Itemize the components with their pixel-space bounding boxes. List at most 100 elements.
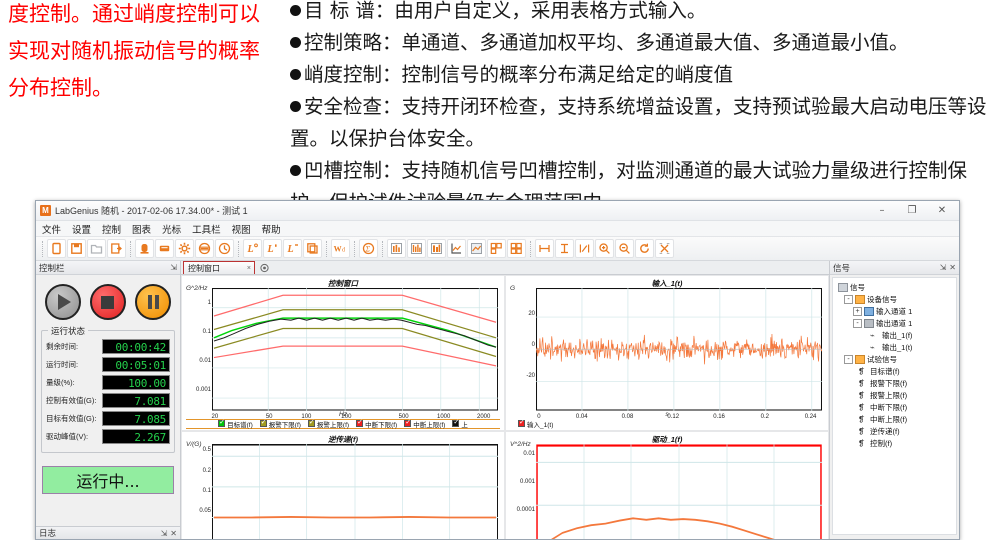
zoom-in-icon[interactable] bbox=[595, 239, 614, 258]
tree-node-output-1-f[interactable]: ⌁ 输出_1(f) bbox=[870, 330, 913, 340]
spectrum-icon[interactable] bbox=[195, 239, 214, 258]
legend-item-input1[interactable]: 输入_1(t) bbox=[518, 418, 553, 429]
cursor-h-icon[interactable] bbox=[535, 239, 554, 258]
expand-icon[interactable]: + bbox=[853, 306, 862, 316]
legend-checkbox[interactable] bbox=[259, 418, 267, 428]
layout-split-icon[interactable] bbox=[487, 239, 506, 258]
pause-button[interactable] bbox=[135, 284, 172, 320]
zoom-out-icon[interactable] bbox=[615, 239, 634, 258]
signal-panel-title: 信号 bbox=[833, 262, 851, 273]
toolbar-separator bbox=[238, 240, 239, 257]
stop-icon[interactable] bbox=[155, 239, 174, 258]
legend-item-abort-low[interactable]: 中断下限(f) bbox=[356, 418, 397, 429]
minimize-icon[interactable]: – bbox=[879, 205, 885, 216]
tree-node-inverse-transfer[interactable]: ❡ 逆传递(f) bbox=[858, 426, 900, 436]
toolbar-separator bbox=[326, 240, 327, 257]
input-time-chart[interactable]: G 输入_1(t) bbox=[505, 275, 829, 431]
chart-bars3-icon[interactable] bbox=[427, 239, 446, 258]
drive-peak-value: 2.267 bbox=[102, 429, 170, 444]
chart-axes-icon[interactable] bbox=[447, 239, 466, 258]
tree-node-alarm-low[interactable]: ❡ 报警下限(f) bbox=[858, 378, 908, 388]
tree-node-test-signals[interactable]: - 试验信号 bbox=[836, 353, 954, 365]
play-button[interactable] bbox=[44, 284, 81, 320]
legend-checkbox[interactable] bbox=[518, 418, 525, 428]
control-window-chart[interactable]: G^2/Hz 控制窗口 bbox=[181, 275, 505, 431]
stop-button[interactable] bbox=[89, 284, 126, 320]
tab-control-window[interactable]: 控制窗口 × bbox=[183, 261, 255, 274]
menu-control[interactable]: 控制 bbox=[102, 224, 122, 236]
chart1-title: 控制窗口 bbox=[328, 279, 358, 288]
transfer-function-chart[interactable]: V/(G) 逆传递(f) bbox=[181, 430, 505, 539]
level-down-icon[interactable]: L bbox=[283, 239, 302, 258]
tree-node-target-spectrum[interactable]: ❡ 目标谱(f) bbox=[858, 366, 900, 376]
menu-settings[interactable]: 设置 bbox=[72, 224, 92, 236]
legend-item-target[interactable]: 目标谱(f) bbox=[218, 418, 253, 429]
settings-gear-icon[interactable] bbox=[175, 239, 194, 258]
chart4-svg bbox=[536, 443, 822, 539]
legend-item-alarm-low[interactable]: 报警下限(f) bbox=[259, 418, 301, 429]
tab-overflow-icon[interactable] bbox=[257, 261, 271, 274]
legend-checkbox[interactable] bbox=[452, 418, 460, 428]
sigma-icon[interactable]: Σ bbox=[359, 239, 378, 258]
save-icon[interactable] bbox=[67, 239, 86, 258]
bullet-dot-icon bbox=[290, 69, 301, 80]
legend-item-alarm-high[interactable]: 报警上限(f) bbox=[307, 418, 349, 429]
tree-node-control[interactable]: ❡ 控制(f) bbox=[858, 438, 893, 448]
control-panel-pin-icon[interactable]: ⇲ bbox=[170, 263, 177, 272]
chart1-legend: 目标谱(f) 报警下限(f) 报警上限(f) 中断下限(f) 中断上限(f) 上 bbox=[186, 418, 500, 429]
new-icon[interactable] bbox=[47, 239, 66, 258]
menu-chart[interactable]: 图表 bbox=[132, 224, 152, 236]
clock-icon[interactable] bbox=[215, 239, 234, 258]
collapse-icon[interactable]: - bbox=[844, 294, 853, 304]
menu-toolbar[interactable]: 工具栏 bbox=[192, 224, 221, 236]
legend-item-abort-high[interactable]: 中断上限(f) bbox=[404, 418, 445, 429]
chart2-xtick: 0.04 bbox=[575, 413, 588, 420]
folder-icon bbox=[855, 294, 865, 304]
copy-icon[interactable] bbox=[303, 239, 322, 258]
log-pin-icon[interactable]: ⇲ bbox=[160, 528, 168, 538]
chart-bars2-icon[interactable] bbox=[407, 239, 426, 258]
legend-checkbox[interactable] bbox=[218, 418, 226, 428]
tree-node-alarm-high[interactable]: ❡ 报警上限(f) bbox=[858, 390, 908, 400]
tree-node-output-1-t[interactable]: ⌁ 输出_1(t) bbox=[870, 342, 913, 352]
legend-checkbox[interactable] bbox=[307, 418, 315, 428]
export-icon[interactable] bbox=[107, 239, 126, 258]
chart-bar-icon[interactable] bbox=[387, 239, 406, 258]
target-rms-value: 7.085 bbox=[102, 411, 170, 426]
level-hold-icon[interactable]: L bbox=[263, 239, 282, 258]
log-panel-header: 日志 ⇲ ✕ bbox=[36, 526, 180, 539]
cursor-i-icon[interactable] bbox=[555, 239, 574, 258]
refresh-icon[interactable] bbox=[635, 239, 654, 258]
maximize-icon[interactable]: ❐ bbox=[907, 205, 917, 216]
tree-node-abort-high[interactable]: ❡ 中断上限(f) bbox=[858, 414, 908, 424]
collapse-icon[interactable]: - bbox=[853, 318, 862, 328]
signal-close-icon[interactable]: ✕ bbox=[949, 263, 956, 272]
tree-node-output-channel-1[interactable]: - 输出通道 1 bbox=[836, 317, 954, 329]
drive-peak-label: 驱动峰值(V): bbox=[46, 432, 89, 441]
log-close-icon[interactable]: ✕ bbox=[170, 528, 177, 538]
open-icon[interactable] bbox=[87, 239, 106, 258]
close-icon[interactable]: ✕ bbox=[937, 205, 947, 216]
cursor-slope-icon[interactable] bbox=[575, 239, 594, 258]
menu-help[interactable]: 帮助 bbox=[261, 224, 281, 236]
menu-file[interactable]: 文件 bbox=[42, 224, 62, 236]
legend-checkbox[interactable] bbox=[404, 418, 412, 428]
signal-pin-icon[interactable]: ⇲ bbox=[939, 263, 947, 272]
tree-node-abort-low[interactable]: ❡ 中断下限(f) bbox=[858, 402, 908, 412]
legend-checkbox[interactable] bbox=[356, 418, 364, 428]
run-icon[interactable] bbox=[135, 239, 154, 258]
collapse-icon[interactable]: - bbox=[844, 354, 853, 364]
chart-area-icon[interactable] bbox=[467, 239, 486, 258]
menu-view[interactable]: 视图 bbox=[231, 224, 251, 236]
layout-grid-icon[interactable] bbox=[507, 239, 526, 258]
legend-item-overflow[interactable]: 上 bbox=[452, 418, 468, 429]
level-up-icon[interactable]: L bbox=[243, 239, 262, 258]
drive-spectrum-chart[interactable]: V^2/Hz 驱动_1(f) bbox=[505, 430, 829, 539]
tab-close-icon[interactable]: × bbox=[246, 264, 251, 272]
tree-node-input-channel-1[interactable]: + 输入通道 1 bbox=[836, 305, 954, 317]
tree-node-device-signals[interactable]: - 设备信号 bbox=[836, 293, 954, 305]
fit-icon[interactable] bbox=[655, 239, 674, 258]
menu-cursor[interactable]: 光标 bbox=[162, 224, 182, 236]
tree-node-signals[interactable]: 信号 bbox=[836, 281, 954, 293]
